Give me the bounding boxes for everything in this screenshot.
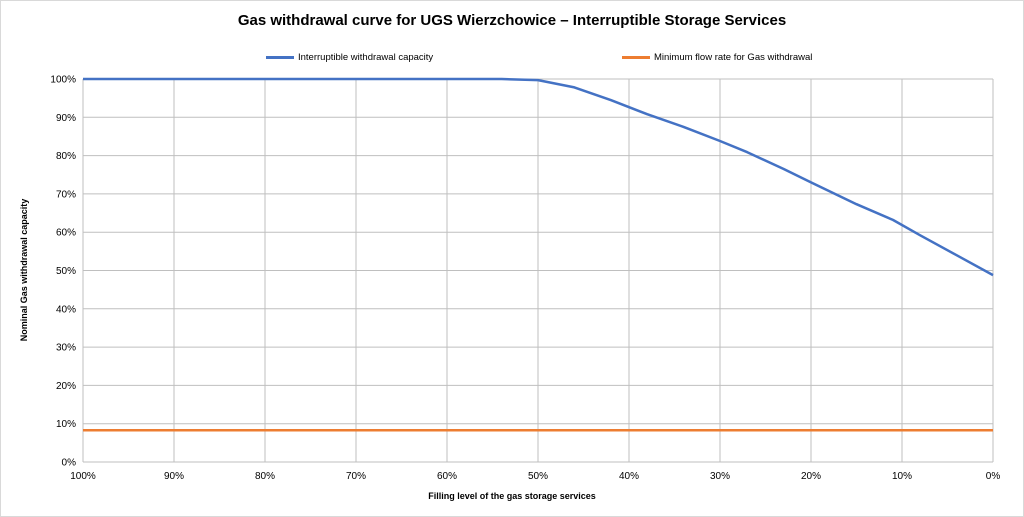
x-tick-label: 50%: [528, 471, 548, 482]
legend-item-series-2: Minimum flow rate for Gas withdrawal: [622, 52, 812, 63]
x-tick-label: 90%: [164, 471, 184, 482]
y-tick-label: 60%: [56, 228, 76, 239]
y-tick-label: 50%: [56, 266, 76, 277]
x-tick-label: 100%: [70, 471, 96, 482]
y-tick-label: 10%: [56, 419, 76, 430]
y-tick-label: 20%: [56, 381, 76, 392]
legend-label-series-1: Interruptible withdrawal capacity: [298, 52, 434, 63]
legend-swatch-series-2: [622, 56, 650, 59]
x-tick-label: 20%: [801, 471, 821, 482]
y-tick-label: 80%: [56, 151, 76, 162]
series-line-1: [83, 77, 994, 277]
x-tick-label: 0%: [986, 471, 1001, 482]
y-tick-label: 100%: [50, 75, 76, 86]
x-tick-label: 80%: [255, 471, 275, 482]
x-tick-label: 30%: [710, 471, 730, 482]
x-tick-label: 40%: [619, 471, 639, 482]
y-tick-label: 70%: [56, 189, 76, 200]
chart-legend: Interruptible withdrawal capacity Minimu…: [0, 52, 1024, 70]
x-tick-label: 60%: [437, 471, 457, 482]
y-tick-label: 90%: [56, 113, 76, 124]
chart-title: Gas withdrawal curve for UGS Wierzchowic…: [237, 12, 787, 29]
x-tick-label: 70%: [346, 471, 366, 482]
legend-label-series-2: Minimum flow rate for Gas withdrawal: [654, 52, 813, 63]
y-tick-label: 40%: [56, 304, 76, 315]
x-tick-label: 10%: [892, 471, 912, 482]
x-axis-label: Filling level of the gas storage service…: [428, 491, 596, 501]
legend-swatch-series-1: [266, 56, 294, 59]
y-tick-label: 0%: [62, 458, 77, 469]
y-tick-label: 30%: [56, 343, 76, 354]
legend-item-series-1: Interruptible withdrawal capacity: [266, 52, 433, 63]
